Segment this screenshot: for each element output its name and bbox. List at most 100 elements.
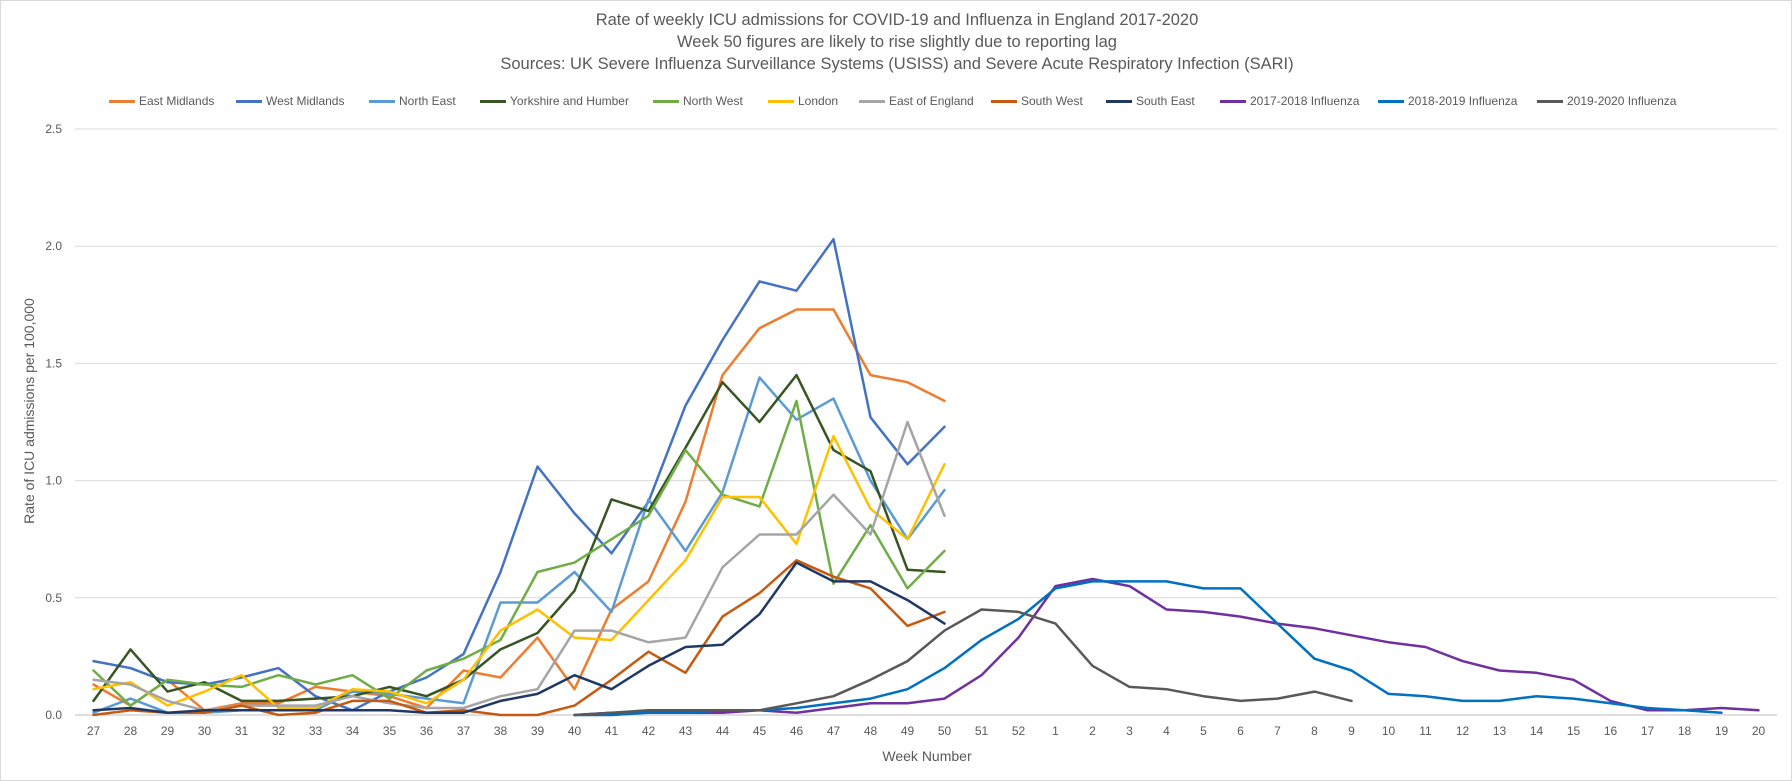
y-tick-label: 1.5 (45, 356, 62, 370)
x-tick-label: 27 (87, 724, 101, 738)
legend-label: 2017-2018 Influenza (1250, 94, 1360, 108)
x-axis-label: Week Number (882, 748, 972, 764)
y-tick-label: 1.0 (45, 474, 62, 488)
series-line-5 (92, 434, 946, 710)
x-tick-label: 11 (1419, 724, 1432, 738)
x-tick-label: 37 (457, 724, 471, 738)
x-tick-label: 48 (864, 724, 878, 738)
series-line-7 (92, 559, 946, 717)
legend-swatch (1106, 99, 1132, 103)
x-tick-label: 5 (1200, 724, 1207, 738)
legend-item: West Midlands (236, 91, 344, 111)
x-tick-label: 14 (1530, 724, 1544, 738)
legend-label: East Midlands (139, 94, 215, 108)
legend-swatch (1220, 99, 1246, 103)
x-tick-label: 30 (198, 724, 212, 738)
series-line-4 (92, 399, 946, 707)
series-line-11 (573, 608, 1353, 717)
legend-swatch (480, 99, 506, 103)
x-tick-label: 19 (1715, 724, 1729, 738)
x-tick-label: 29 (161, 724, 175, 738)
legend-swatch (236, 99, 262, 103)
x-tick-label: 45 (753, 724, 767, 738)
legend-swatch (109, 99, 135, 103)
x-tick-label: 17 (1641, 724, 1655, 738)
legend-item: East of England (859, 91, 974, 111)
x-tick-label: 15 (1567, 724, 1581, 738)
x-tick-label: 51 (975, 724, 989, 738)
x-tick-label: 1 (1052, 724, 1059, 738)
x-tick-label: 8 (1311, 724, 1318, 738)
legend-label: South East (1136, 94, 1195, 108)
legend-item: South West (991, 91, 1083, 111)
x-tick-label: 34 (346, 724, 360, 738)
series-line-6 (92, 420, 946, 712)
legend-label: 2019-2020 Influenza (1567, 94, 1677, 108)
series-line-8 (92, 561, 946, 714)
legend-label: West Midlands (266, 94, 345, 108)
y-tick-label: 0.5 (45, 591, 62, 605)
y-tick-label: 0.0 (45, 708, 62, 722)
x-tick-label: 2 (1089, 724, 1096, 738)
x-tick-label: 39 (531, 724, 545, 738)
x-tick-label: 31 (235, 724, 249, 738)
x-tick-label: 20 (1752, 724, 1766, 738)
chart-title: Rate of weekly ICU admissions for COVID-… (595, 11, 1199, 29)
legend: East Midlands West Midlands North East York… (1, 91, 1792, 113)
x-tick-label: 9 (1348, 724, 1355, 738)
x-tick-label: 50 (938, 724, 952, 738)
y-tick-label: 2.5 (45, 122, 62, 136)
y-tick-label: 2.0 (45, 239, 62, 253)
legend-item: 2017-2018 Influenza (1220, 91, 1359, 111)
legend-item: North East (369, 91, 456, 111)
x-tick-label: 40 (568, 724, 582, 738)
x-tick-label: 6 (1237, 724, 1244, 738)
legend-item: East Midlands (109, 91, 214, 111)
x-tick-label: 38 (494, 724, 508, 738)
legend-item: 2018-2019 Influenza (1378, 91, 1517, 111)
legend-swatch (768, 99, 794, 103)
x-tick-label: 3 (1126, 724, 1133, 738)
legend-swatch (369, 99, 395, 103)
series-line-9 (573, 577, 1760, 717)
series-line-3 (92, 373, 946, 703)
x-tick-label: 46 (790, 724, 804, 738)
legend-swatch (859, 99, 885, 103)
x-tick-label: 52 (1012, 724, 1026, 738)
legend-label: North East (399, 94, 456, 108)
x-tick-label: 49 (901, 724, 915, 738)
legend-item: South East (1106, 91, 1195, 111)
legend-swatch (991, 99, 1017, 103)
x-tick-label: 32 (272, 724, 286, 738)
x-tick-label: 35 (383, 724, 397, 738)
series-line-2 (92, 376, 946, 714)
x-tick-label: 28 (124, 724, 138, 738)
x-tick-label: 41 (605, 724, 619, 738)
legend-swatch (653, 99, 679, 103)
legend-label: London (798, 94, 839, 108)
chart-sources: Sources: UK Severe Influenza Surveillanc… (500, 55, 1294, 73)
x-tick-label: 12 (1456, 724, 1470, 738)
x-tick-label: 10 (1382, 724, 1396, 738)
x-tick-label: 18 (1678, 724, 1692, 738)
legend-item: London (768, 91, 838, 111)
x-tick-label: 47 (827, 724, 841, 738)
x-tick-label: 43 (679, 724, 693, 738)
legend-swatch (1537, 99, 1563, 103)
legend-item: 2019-2020 Influenza (1537, 91, 1676, 111)
legend-item: Yorkshire and Humber (480, 91, 629, 111)
x-tick-label: 42 (642, 724, 656, 738)
series-line-0 (92, 308, 946, 712)
x-tick-label: 7 (1274, 724, 1281, 738)
y-axis-label: Rate of ICU admissions per 100,000 (21, 298, 37, 524)
legend-label: Yorkshire and Humber (510, 94, 629, 108)
x-tick-label: 16 (1604, 724, 1618, 738)
legend-label: 2018-2019 Influenza (1408, 94, 1518, 108)
x-tick-label: 4 (1163, 724, 1170, 738)
legend-label: South West (1021, 94, 1083, 108)
x-tick-label: 36 (420, 724, 434, 738)
chart-subtitle: Week 50 figures are likely to rise sligh… (677, 33, 1117, 51)
legend-item: North West (653, 91, 743, 111)
